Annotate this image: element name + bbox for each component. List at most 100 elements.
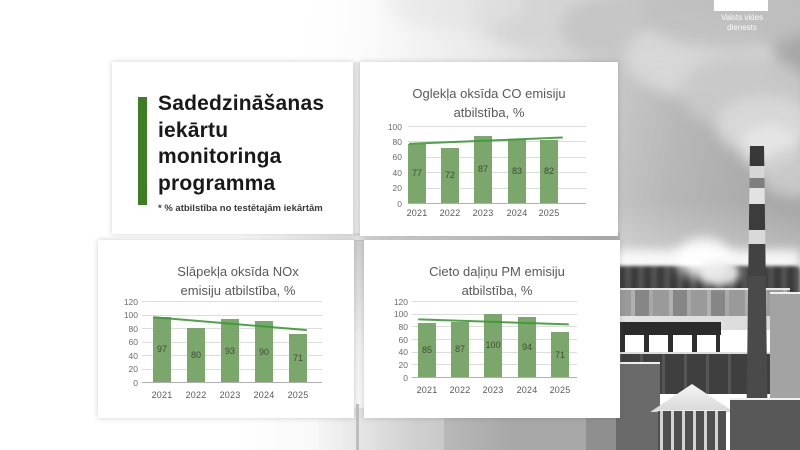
y-axis-label: 40 xyxy=(128,350,138,361)
trendline xyxy=(418,318,569,326)
logo-line-2: dienests xyxy=(727,23,757,32)
bar-value-label: 87 xyxy=(454,344,465,355)
y-axis-label: 0 xyxy=(397,198,402,209)
x-axis-label: 2021 xyxy=(416,385,438,395)
bar-value-label: 83 xyxy=(511,166,522,177)
x-axis-label: 2022 xyxy=(449,385,471,395)
gridline xyxy=(408,141,586,143)
y-axis-label: 60 xyxy=(398,334,408,345)
pm-chart-title: Cieto daļiņu PM emisiju atbilstība, % xyxy=(429,264,565,298)
y-axis-label: 120 xyxy=(393,296,408,307)
footnote: * % atbilstība no testētajām iekārtām xyxy=(158,203,323,214)
nox-chart-title: Slāpekļa oksīda NOx emisiju atbilstība, … xyxy=(177,264,299,298)
logo-line-1: Valsts vides xyxy=(720,13,764,22)
co-chart-plot: 0 20 40 60 80 100 77 2021 72 2022 87 2023 83 2024 82 20… xyxy=(360,62,618,236)
nox-chart-plot: 0 20 40 60 80 100 120 97 2021 80 2022 93 2023 90 2024 7… xyxy=(98,240,354,418)
card-gap-horizontal xyxy=(240,233,620,241)
pm-chart-plot: 0 20 40 60 80 100 120 85 2021 87 2022 100 2023 94 2024… xyxy=(364,240,620,418)
y-axis-label: 40 xyxy=(398,347,408,358)
x-axis-label: 2025 xyxy=(549,385,571,395)
y-axis-label: 0 xyxy=(403,372,408,383)
bar-value-label: 82 xyxy=(543,166,554,177)
title-line: programma xyxy=(158,171,276,195)
bar-value-label: 80 xyxy=(190,350,201,360)
bar-2023: 100 xyxy=(484,313,502,377)
y-axis-label: 80 xyxy=(398,321,408,332)
nox-chart-card: Slāpekļa oksīda NOx emisiju atbilstība, … xyxy=(98,240,354,418)
x-axis-label: 2021 xyxy=(406,208,428,218)
gridline xyxy=(142,314,322,316)
gridline xyxy=(408,126,586,127)
title-line: monitoringa xyxy=(158,145,282,168)
gridline xyxy=(412,377,577,378)
y-axis-label: 60 xyxy=(392,152,402,163)
bar-value-label: 87 xyxy=(477,164,488,175)
y-axis-label: 120 xyxy=(123,296,138,307)
vvd-logo-text: Valsts vides dienests xyxy=(696,13,788,33)
bar-2023: 93 xyxy=(221,319,239,382)
y-axis-label: 80 xyxy=(128,323,138,334)
card-gap-vertical xyxy=(354,240,364,418)
bar-value-label: 100 xyxy=(485,340,501,351)
bar-2025: 71 xyxy=(289,334,307,382)
bar-value-label: 71 xyxy=(292,353,303,364)
title-line: Sadedzināšanas xyxy=(158,92,325,115)
bar-2021: 85 xyxy=(418,323,436,377)
bar-2024: 83 xyxy=(508,139,526,203)
x-axis-label: 2021 xyxy=(151,390,173,400)
y-axis-label: 20 xyxy=(392,183,402,194)
bar-2024: 90 xyxy=(255,321,273,382)
x-axis-label: 2022 xyxy=(439,208,461,218)
x-axis-label: 2024 xyxy=(516,385,538,395)
gridline xyxy=(408,156,586,158)
bar-value-label: 85 xyxy=(421,345,432,356)
bar-2022: 80 xyxy=(187,328,205,382)
bar-2021: 77 xyxy=(408,143,426,203)
title-card: Sadedzināšanas iekārtu monitoringa progr… xyxy=(112,62,353,234)
y-axis-label: 40 xyxy=(392,167,402,178)
y-axis-label: 20 xyxy=(128,364,138,374)
bar-2022: 87 xyxy=(451,321,469,377)
gridline xyxy=(142,301,322,302)
trendline xyxy=(409,136,563,145)
bar-value-label: 90 xyxy=(258,346,269,357)
bar-value-label: 97 xyxy=(156,344,167,355)
slide-title: Sadedzināšanas iekārtu monitoringa progr… xyxy=(158,91,348,197)
bar-2025: 82 xyxy=(540,139,558,203)
gridline xyxy=(408,187,586,189)
y-axis-label: 80 xyxy=(392,136,402,147)
bar-value-label: 71 xyxy=(554,349,565,360)
x-axis-label: 2023 xyxy=(472,208,494,218)
y-axis-label: 100 xyxy=(387,121,402,132)
vvd-logo xyxy=(714,0,768,11)
bar-value-label: 93 xyxy=(224,345,235,356)
x-axis-label: 2022 xyxy=(185,390,207,400)
bar-value-label: 72 xyxy=(444,170,455,181)
bar-value-label: 77 xyxy=(411,168,422,179)
x-axis-label: 2024 xyxy=(253,390,275,400)
co-chart-title: Oglekļa oksīda CO emisiju atbilstība, % xyxy=(412,86,566,120)
x-axis-label: 2025 xyxy=(287,390,309,400)
card-gap-vertical xyxy=(353,62,360,236)
x-axis-label: 2023 xyxy=(219,390,241,400)
bar-2025: 71 xyxy=(551,332,569,377)
bar-2024: 94 xyxy=(518,317,536,377)
bar-2022: 72 xyxy=(441,147,459,203)
gridline xyxy=(408,203,586,204)
x-axis-label: 2025 xyxy=(538,208,560,218)
co-chart-card: Oglekļa oksīda CO emisiju atbilstība, % … xyxy=(360,62,618,236)
y-axis-label: 20 xyxy=(398,359,408,370)
x-axis-label: 2024 xyxy=(506,208,528,218)
gridline xyxy=(142,382,322,383)
trendline xyxy=(153,316,307,332)
y-axis-label: 60 xyxy=(128,337,138,347)
bar-2021: 97 xyxy=(153,316,171,382)
bar-value-label: 94 xyxy=(521,342,532,353)
green-accent-bar xyxy=(138,97,147,205)
y-axis-label: 100 xyxy=(123,310,138,320)
title-line: iekārtu xyxy=(158,118,229,142)
y-axis-label: 100 xyxy=(393,309,408,320)
bar-2023: 87 xyxy=(474,136,492,203)
